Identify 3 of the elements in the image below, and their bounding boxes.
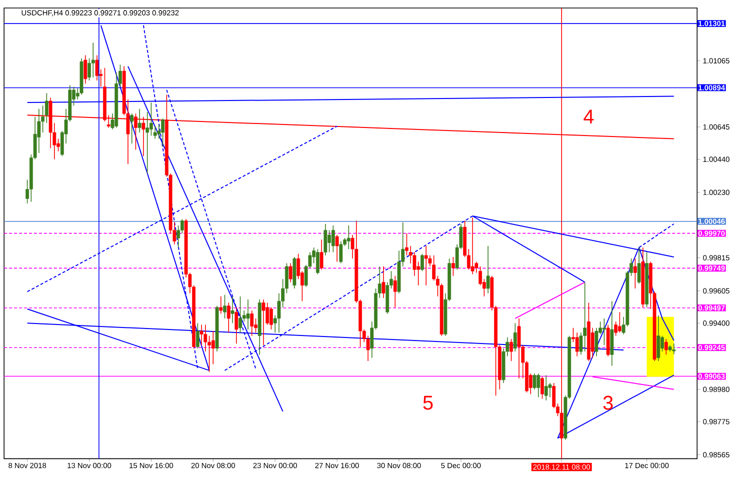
annotation: 3 (603, 396, 613, 410)
annotation: 4 (584, 110, 594, 124)
annotation: 5 (423, 396, 433, 410)
